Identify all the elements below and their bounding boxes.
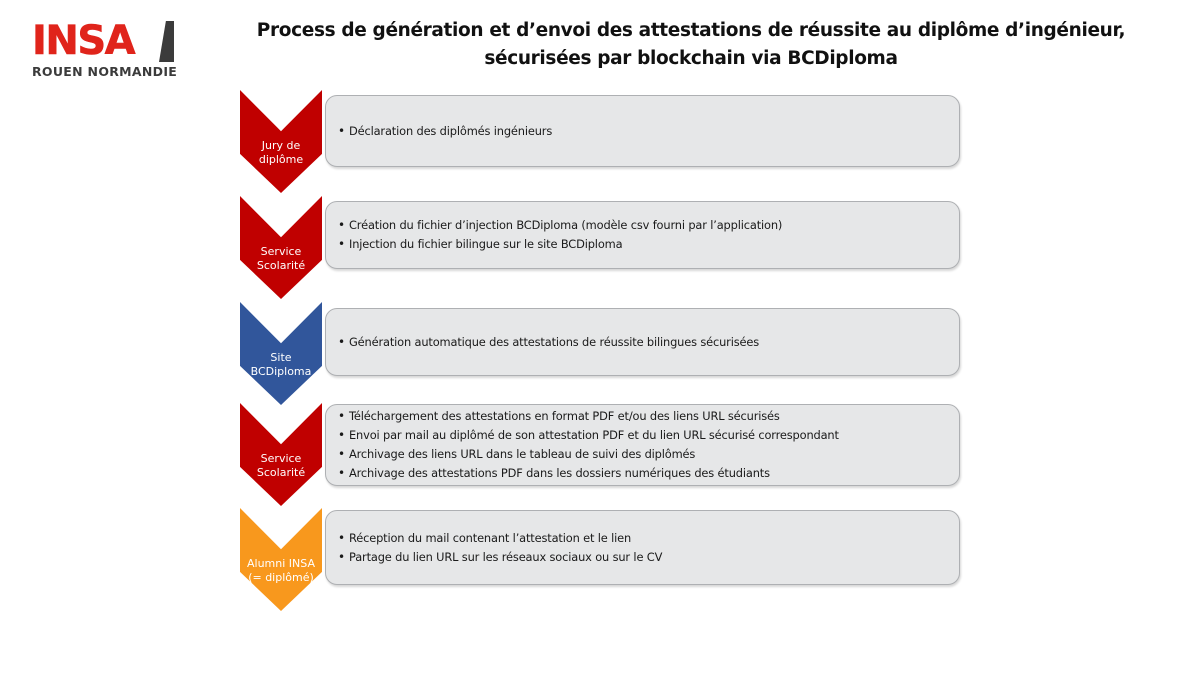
step-actor-label: Site BCDiploma [250,350,312,378]
step-bullet: • Réception du mail contenant l’attestati… [338,529,945,548]
step-content-panel: • Déclaration des diplômés ingénieurs [325,95,960,167]
step-actor-label: Jury de diplôme [258,138,304,166]
logo-subtitle: ROUEN NORMANDIE [32,64,178,79]
step-bullet: • Archivage des attestations PDF dans les… [338,464,945,483]
step-bullet-text: Réception du mail contenant l’attestatio… [349,530,632,545]
bullet-point-icon: • [338,334,345,349]
step-bullet-text: Archivage des liens URL dans le tableau … [349,447,696,461]
step-bullet: • Archivage des liens URL dans le tableau… [338,445,945,464]
step-bullet-text: Archivage des attestations PDF dans les … [349,466,770,480]
step-actor-label: Alumni INSA (= diplômé) [247,556,315,584]
step-actor-label: Service Scolarité [256,244,306,272]
step-actor-label: Service Scolarité [256,451,306,479]
step-content-panel: • Téléchargement des attestations en form… [325,404,960,486]
step-bullet: • Téléchargement des attestations en form… [338,407,945,426]
step-actor-chevron: Jury de diplôme [240,90,322,193]
step-actor-chevron: Alumni INSA (= diplômé) [240,508,322,611]
step-bullet-text: Partage du lien URL sur les réseaux soci… [349,549,663,564]
logo-wordmark-text: INSA [32,18,136,64]
step-actor-chevron: Site BCDiploma [240,302,322,405]
bullet-point-icon: • [338,549,345,564]
step-bullet-text: Déclaration des diplômés ingénieurs [349,123,553,138]
step-bullet-text: Génération automatique des attestations … [349,334,760,349]
step-content-panel: • Réception du mail contenant l’attestati… [325,510,960,585]
step-bullet: • Génération automatique des attestations… [338,333,945,352]
step-bullet-text: Envoi par mail au diplômé de son attesta… [349,428,839,442]
step-bullet-text: Téléchargement des attestations en forma… [349,409,780,423]
step-content-panel: • Création du fichier d’injection BCDiplo… [325,201,960,269]
bullet-point-icon: • [338,530,345,545]
bullet-point-icon: • [338,428,345,442]
step-bullet-text: Injection du fichier bilingue sur le sit… [349,237,623,251]
page-title: Process de génération et d’envoi des att… [256,20,1126,69]
bullet-point-icon: • [338,218,345,232]
step-bullet-text: Création du fichier d’injection BCDiplom… [349,218,783,232]
insa-logo: INSA ROUEN NORMANDIE [32,20,178,82]
bullet-point-icon: • [338,123,345,138]
bullet-point-icon: • [338,237,345,251]
bullet-point-icon: • [338,447,345,461]
step-bullet: • Création du fichier d’injection BCDiplo… [338,216,945,235]
step-bullet: • Injection du fichier bilingue sur le si… [338,235,945,254]
step-bullet: • Envoi par mail au diplômé de son attest… [338,426,945,445]
step-actor-chevron: Service Scolarité [240,403,322,506]
step-content-panel: • Génération automatique des attestations… [325,308,960,376]
step-bullet: • Partage du lien URL sur les réseaux soc… [338,548,945,567]
step-bullet: • Déclaration des diplômés ingénieurs [338,122,945,141]
bullet-point-icon: • [338,409,345,423]
bullet-point-icon: • [338,466,345,480]
step-actor-chevron: Service Scolarité [240,196,322,299]
logo-wordmark: INSA [32,20,174,62]
